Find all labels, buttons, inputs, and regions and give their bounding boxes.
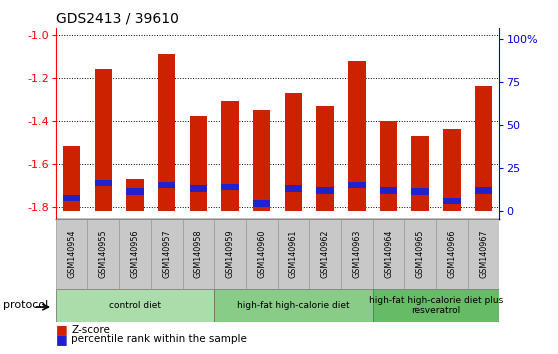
Bar — [253, 110, 271, 211]
Text: ■: ■ — [56, 323, 68, 336]
Text: GSM140962: GSM140962 — [321, 230, 330, 278]
Text: GSM140966: GSM140966 — [448, 230, 456, 278]
Bar — [436, 219, 468, 289]
Bar — [95, 180, 112, 186]
Bar — [443, 198, 460, 205]
Bar — [468, 219, 499, 289]
Bar — [151, 219, 182, 289]
Text: GDS2413 / 39610: GDS2413 / 39610 — [56, 12, 179, 26]
Bar — [443, 129, 460, 211]
Bar — [316, 187, 334, 194]
Text: GSM140965: GSM140965 — [416, 230, 425, 278]
Bar — [316, 105, 334, 211]
Bar — [214, 219, 246, 289]
Bar — [63, 147, 80, 211]
Text: GSM140964: GSM140964 — [384, 230, 393, 278]
Bar — [341, 219, 373, 289]
Text: high-fat high-calorie diet: high-fat high-calorie diet — [237, 301, 350, 310]
Bar — [63, 195, 80, 201]
Bar — [246, 219, 278, 289]
Bar — [126, 188, 144, 195]
Bar — [285, 93, 302, 211]
Bar — [411, 188, 429, 195]
Bar — [411, 136, 429, 211]
Text: ■: ■ — [56, 333, 68, 346]
Bar — [373, 219, 405, 289]
Bar — [158, 182, 175, 188]
Bar — [380, 121, 397, 211]
Bar — [380, 187, 397, 194]
Bar — [405, 219, 436, 289]
Text: GSM140959: GSM140959 — [225, 230, 234, 278]
Text: GSM140961: GSM140961 — [289, 230, 298, 278]
Bar — [475, 187, 492, 194]
Bar — [222, 101, 239, 211]
Text: percentile rank within the sample: percentile rank within the sample — [71, 334, 247, 344]
Text: GSM140963: GSM140963 — [352, 230, 362, 278]
Bar — [348, 61, 365, 211]
Bar — [373, 289, 499, 322]
Bar — [253, 200, 271, 207]
Bar — [88, 219, 119, 289]
Bar — [214, 289, 373, 322]
Text: GSM140957: GSM140957 — [162, 230, 171, 278]
Text: GSM140954: GSM140954 — [67, 230, 76, 278]
Text: GSM140960: GSM140960 — [257, 230, 266, 278]
Bar — [119, 219, 151, 289]
Bar — [95, 69, 112, 211]
Bar — [278, 219, 309, 289]
Bar — [475, 86, 492, 211]
Bar — [182, 219, 214, 289]
Bar — [56, 219, 88, 289]
Bar — [126, 179, 144, 211]
Bar — [158, 54, 175, 211]
Bar — [56, 289, 214, 322]
Text: GSM140967: GSM140967 — [479, 230, 488, 278]
Bar — [222, 184, 239, 190]
Text: GSM140955: GSM140955 — [99, 230, 108, 278]
Text: control diet: control diet — [109, 301, 161, 310]
Bar — [190, 185, 207, 192]
Bar — [309, 219, 341, 289]
Text: protocol: protocol — [3, 300, 48, 310]
Text: GSM140958: GSM140958 — [194, 230, 203, 278]
Bar — [285, 185, 302, 192]
Text: high-fat high-calorie diet plus
resveratrol: high-fat high-calorie diet plus resverat… — [369, 296, 503, 315]
Bar — [190, 116, 207, 211]
Text: GSM140956: GSM140956 — [131, 230, 140, 278]
Bar — [348, 182, 365, 188]
Text: Z-score: Z-score — [71, 325, 110, 335]
